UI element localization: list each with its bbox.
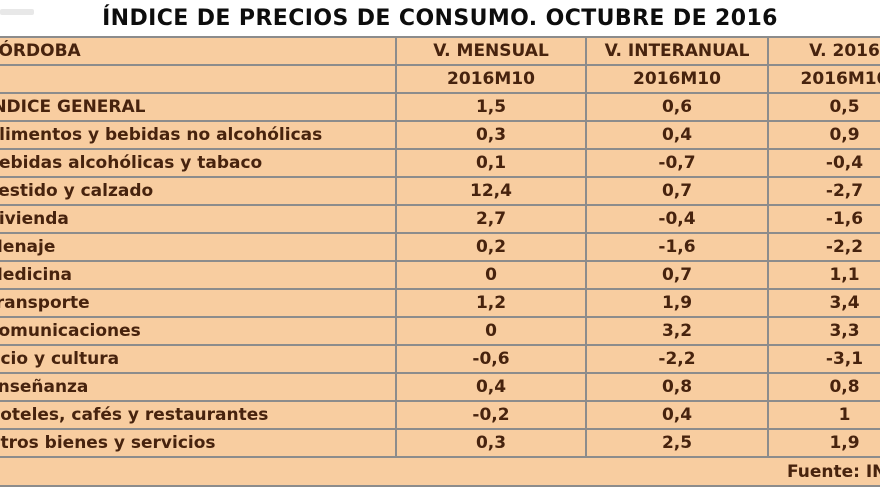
row-label: Enseñanza: [0, 372, 397, 402]
column-header-2016: V. 2016: [767, 36, 880, 66]
value-cell: -0,6: [395, 344, 587, 374]
row-label: Vestido y calzado: [0, 176, 397, 206]
row-label: Hoteles, cafés y restaurantes: [0, 400, 397, 430]
value-cell: 0,4: [585, 120, 769, 150]
table-row: Enseñanza 0,4 0,8 0,8: [0, 372, 880, 402]
value-cell: 0,6: [585, 92, 769, 122]
edge-artifact: [0, 9, 34, 15]
value-cell: 1,9: [767, 428, 880, 458]
table-row: ÍNDICE GENERAL 1,5 0,6 0,5: [0, 92, 880, 122]
subheader-period-2: 2016M10: [585, 64, 769, 94]
table-row: Medicina 0 0,7 1,1: [0, 260, 880, 290]
table-row: Menaje 0,2 -1,6 -2,2: [0, 232, 880, 262]
value-cell: -2,2: [767, 232, 880, 262]
subheader-row: 2016M10 2016M10 2016M10: [0, 64, 880, 94]
table-row: Otros bienes y servicios 0,3 2,5 1,9: [0, 428, 880, 458]
value-cell: 0,4: [395, 372, 587, 402]
value-cell: 0,7: [585, 176, 769, 206]
value-cell: 0,9: [767, 120, 880, 150]
value-cell: 0,2: [395, 232, 587, 262]
value-cell: -0,4: [585, 204, 769, 234]
value-cell: 0,5: [767, 92, 880, 122]
corner-header-cordoba: CÓRDOBA: [0, 36, 397, 66]
table-row: Transporte 1,2 1,9 3,4: [0, 288, 880, 318]
value-cell: -1,6: [767, 204, 880, 234]
row-label: Ocio y cultura: [0, 344, 397, 374]
subheader-period-1: 2016M10: [395, 64, 587, 94]
row-label: Comunicaciones: [0, 316, 397, 346]
table-row: Vivienda 2,7 -0,4 -1,6: [0, 204, 880, 234]
row-label: Vivienda: [0, 204, 397, 234]
value-cell: -0,4: [767, 148, 880, 178]
value-cell: 0,3: [395, 120, 587, 150]
row-label: Otros bienes y servicios: [0, 428, 397, 458]
header-row: CÓRDOBA V. MENSUAL V. INTERANUAL V. 2016: [0, 36, 880, 66]
source-note: Fuente: INE: [0, 456, 880, 487]
row-label: Menaje: [0, 232, 397, 262]
subheader-period-3: 2016M10: [767, 64, 880, 94]
table-row: Alimentos y bebidas no alcohólicas 0,3 0…: [0, 120, 880, 150]
value-cell: 3,4: [767, 288, 880, 318]
row-label: Bebidas alcohólicas y tabaco: [0, 148, 397, 178]
column-header-mensual: V. MENSUAL: [395, 36, 587, 66]
row-label: Alimentos y bebidas no alcohólicas: [0, 120, 397, 150]
value-cell: 1,5: [395, 92, 587, 122]
column-header-interanual: V. INTERANUAL: [585, 36, 769, 66]
page-title: ÍNDICE DE PRECIOS DE CONSUMO. OCTUBRE DE…: [102, 6, 778, 31]
value-cell: -0,7: [585, 148, 769, 178]
value-cell: 0,8: [585, 372, 769, 402]
table-row: Bebidas alcohólicas y tabaco 0,1 -0,7 -0…: [0, 148, 880, 178]
table-row: Comunicaciones 0 3,2 3,3: [0, 316, 880, 346]
value-cell: 0,7: [585, 260, 769, 290]
table-row: Vestido y calzado 12,4 0,7 -2,7: [0, 176, 880, 206]
value-cell: -3,1: [767, 344, 880, 374]
row-label: ÍNDICE GENERAL: [0, 92, 397, 122]
value-cell: -1,6: [585, 232, 769, 262]
value-cell: 2,5: [585, 428, 769, 458]
value-cell: 1: [767, 400, 880, 430]
value-cell: -0,2: [395, 400, 587, 430]
value-cell: 1,1: [767, 260, 880, 290]
value-cell: 0: [395, 316, 587, 346]
table-row: Ocio y cultura -0,6 -2,2 -3,1: [0, 344, 880, 374]
subheader-empty: [0, 64, 397, 94]
value-cell: -2,7: [767, 176, 880, 206]
row-label: Transporte: [0, 288, 397, 318]
value-cell: 3,3: [767, 316, 880, 346]
row-label: Medicina: [0, 260, 397, 290]
value-cell: 0,1: [395, 148, 587, 178]
value-cell: 0: [395, 260, 587, 290]
value-cell: 2,7: [395, 204, 587, 234]
value-cell: 12,4: [395, 176, 587, 206]
value-cell: 0,8: [767, 372, 880, 402]
value-cell: 0,4: [585, 400, 769, 430]
cpi-table: CÓRDOBA V. MENSUAL V. INTERANUAL V. 2016…: [0, 36, 880, 487]
value-cell: 1,9: [585, 288, 769, 318]
value-cell: -2,2: [585, 344, 769, 374]
value-cell: 1,2: [395, 288, 587, 318]
value-cell: 3,2: [585, 316, 769, 346]
table-row: Hoteles, cafés y restaurantes -0,2 0,4 1: [0, 400, 880, 430]
footer-row: Fuente: INE: [0, 456, 880, 487]
value-cell: 0,3: [395, 428, 587, 458]
